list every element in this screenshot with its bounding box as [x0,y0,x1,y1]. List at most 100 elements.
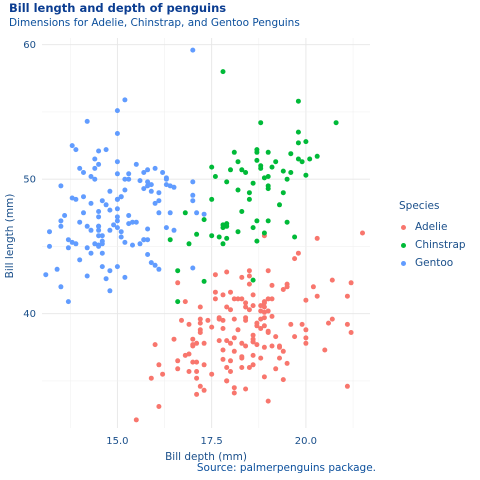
data-point [299,159,305,165]
data-point [280,348,286,354]
data-point [265,268,271,274]
data-point [65,299,71,305]
data-point [258,303,264,309]
data-point [243,170,249,175]
data-point [303,172,309,178]
data-point [209,233,215,239]
data-point [99,250,105,256]
data-point [292,334,298,340]
data-point [224,235,230,241]
data-point [239,296,245,302]
data-point [303,335,309,341]
data-point [126,176,132,182]
data-point [228,289,233,295]
data-point [137,178,143,184]
data-point [250,332,256,338]
data-point [62,213,68,218]
data-point [239,209,245,214]
data-point [96,161,102,167]
data-point [152,165,158,171]
data-point [167,210,173,216]
data-point [292,256,298,262]
data-point [220,356,226,362]
data-point [114,171,120,177]
data-point [246,365,252,370]
data-point [77,257,83,263]
series-gentoo [43,47,207,305]
data-point [114,225,120,231]
data-point [190,336,196,342]
data-point [235,229,241,235]
data-point [194,340,200,346]
data-point [329,316,335,322]
data-point [88,250,94,256]
data-point [228,167,233,173]
data-point [122,187,128,193]
data-point [239,340,245,346]
data-point [243,300,249,306]
legend-items: Adelie Chinstrap Gentoo [395,218,466,272]
y-axis-label: Bill length (mm) [4,194,16,279]
legend-dot-icon [401,260,406,266]
data-point [96,148,102,154]
data-point [322,347,328,353]
data-point [175,366,181,372]
data-point [261,175,267,181]
data-point [303,327,309,333]
data-point [133,219,139,225]
data-point [77,219,83,225]
data-point [201,217,207,223]
data-point [47,229,52,235]
data-point [239,274,245,280]
data-point [231,296,237,302]
data-point [156,198,162,204]
data-point [96,233,102,239]
data-point [65,245,71,251]
data-point [235,159,241,165]
legend-item-gentoo: Gentoo [395,254,466,272]
data-point [254,320,260,326]
data-point [99,233,105,239]
data-point [239,167,245,173]
data-point [224,304,230,310]
data-point [114,196,120,202]
data-point [148,260,154,266]
data-point [250,339,256,345]
data-point [273,366,279,372]
data-point [273,159,279,165]
data-point [114,131,120,136]
data-point [265,398,271,404]
data-point [220,69,226,75]
data-point [156,266,162,272]
data-point [167,183,173,189]
data-point [54,266,60,272]
data-point [216,315,222,321]
data-point [81,194,86,200]
data-point [254,238,260,244]
data-point [295,156,301,162]
data-point [292,234,298,240]
data-point [243,386,249,392]
data-point [231,390,237,396]
data-point [277,202,282,208]
data-point [160,371,166,377]
data-point [133,417,139,423]
data-point [175,268,181,274]
data-point [224,338,230,344]
data-point [224,378,230,384]
data-point [47,243,52,249]
data-point [99,241,105,247]
data-point [84,223,90,229]
data-point [126,213,132,218]
data-point [344,383,350,389]
data-point [77,165,83,171]
data-point [186,321,192,327]
data-point [111,222,117,228]
data-point [243,343,249,349]
data-point [190,265,196,271]
data-point [258,120,264,126]
data-point [212,296,218,302]
data-point [314,293,320,299]
data-point [269,343,275,349]
data-point [96,243,102,249]
